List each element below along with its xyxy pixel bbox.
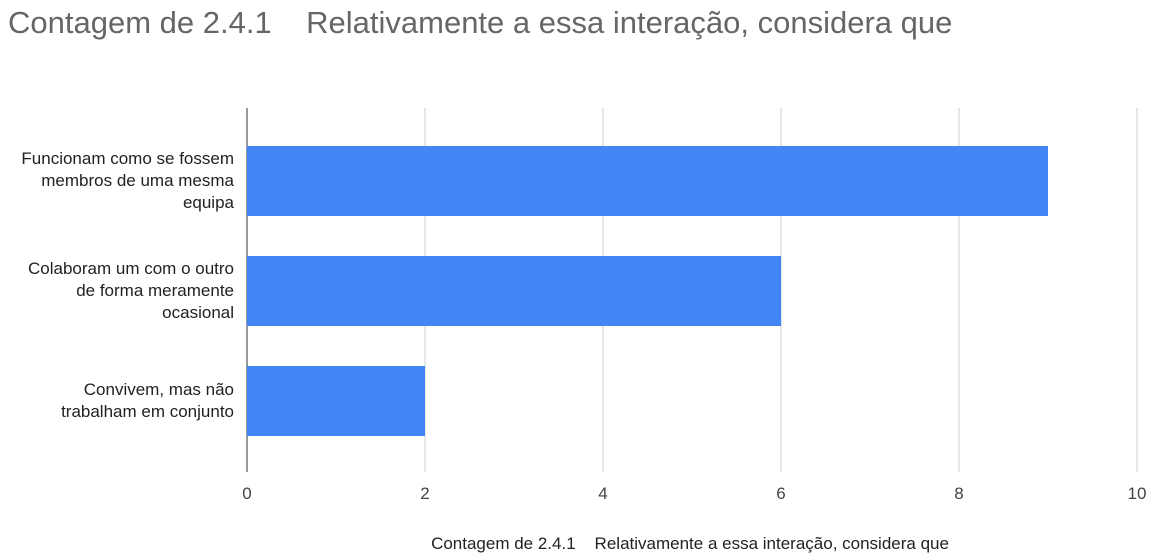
chart-title: Contagem de 2.4.1 Relativamente a essa i… <box>8 5 953 40</box>
x-tick-label: 2 <box>420 484 430 503</box>
x-tick-label: 0 <box>242 484 252 503</box>
x-tick-label: 6 <box>776 484 786 503</box>
x-tick-label: 4 <box>598 484 608 503</box>
bar <box>247 256 781 326</box>
y-tick-label: Colaboram um com o outro de forma merame… <box>28 259 234 322</box>
x-axis-title: Contagem de 2.4.1 Relativamente a essa i… <box>431 534 949 553</box>
y-tick-label: Funcionam como se fossem membros de uma … <box>21 149 234 212</box>
x-tick-label: 10 <box>1127 484 1147 503</box>
bar <box>247 146 1048 216</box>
x-tick-label: 8 <box>954 484 964 503</box>
y-tick-label: Convivem, mas não trabalham em conjunto <box>61 380 234 421</box>
bar <box>247 366 425 436</box>
